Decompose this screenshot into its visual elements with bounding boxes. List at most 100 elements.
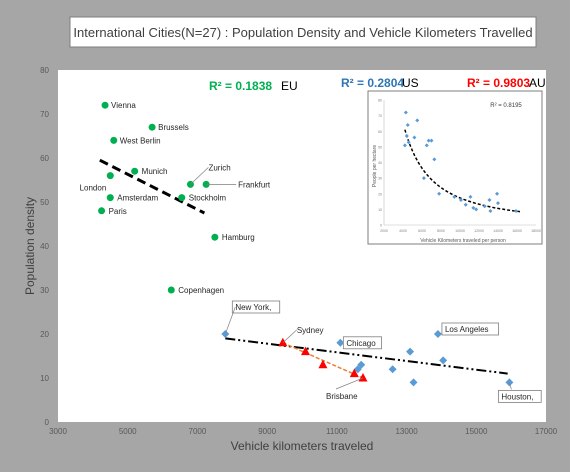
inset-data-point (424, 143, 429, 148)
inset-data-point (432, 157, 437, 162)
inset-data-point (482, 204, 487, 209)
inset-y-tick-label: 40 (378, 161, 382, 165)
point-label: Munich (142, 167, 168, 176)
r2-label-au: R² = 0.9803 (467, 76, 530, 90)
data-point-eu (178, 194, 186, 202)
inset-data-point (471, 205, 476, 210)
inset-data-point (403, 110, 408, 115)
inset-x-tick-label: 10000 (455, 229, 465, 233)
data-point-eu (148, 123, 156, 131)
point-label: Paris (109, 207, 127, 216)
trendline-us (225, 337, 508, 375)
inset-y-tick-label: 20 (378, 192, 382, 196)
region-label-us: US (402, 76, 419, 90)
title-box (69, 16, 537, 48)
inset-y-tick-label: 0 (380, 224, 382, 228)
data-point-eu (167, 286, 175, 294)
inset-data-point (421, 176, 426, 181)
inset-y-tick-label: 30 (378, 177, 382, 181)
point-label: Brussels (158, 123, 189, 132)
inset-y-tick-label: 60 (378, 130, 382, 134)
data-point-us (439, 356, 448, 365)
data-point-us (336, 338, 345, 347)
label-callout-box (441, 322, 499, 336)
inset-data-point (463, 202, 468, 207)
data-point-eu (101, 101, 109, 109)
y-tick-label: 80 (40, 66, 49, 75)
inset-y-tick-label: 80 (378, 99, 382, 103)
inset-data-point (487, 198, 492, 202)
data-point-eu (98, 207, 106, 215)
data-point-eu (211, 233, 219, 241)
data-point-us (433, 330, 442, 338)
data-point-au (300, 346, 310, 356)
inset-x-tick-label: 14000 (493, 229, 503, 233)
inset-data-point (426, 138, 431, 143)
point-label: Vienna (111, 101, 136, 110)
point-label: Zurich (208, 163, 230, 172)
inset-x-tick-label: 8000 (437, 229, 445, 233)
inset-axes: 2000 4000 6000 8000 10000 12000 14000 16000 1800… (378, 99, 541, 234)
label-callout-box (497, 389, 542, 403)
data-point-eu (131, 167, 139, 175)
x-tick-label: 15000 (465, 427, 488, 436)
r2-label-eu: R² = 0.1838 (209, 79, 272, 93)
main-axes: 3000 5000 7000 9000 11000 13000 15000 170000102… (40, 66, 558, 436)
inset-data-point (468, 194, 473, 199)
data-point-au (349, 368, 359, 378)
point-label: Brisbane (326, 392, 358, 401)
inset-data-point (415, 118, 420, 123)
region-label-au: AU (529, 76, 546, 90)
x-tick-label: 9000 (258, 427, 276, 436)
label-leader-line (282, 329, 298, 344)
inset-data-point (514, 208, 519, 213)
data-point-au (318, 359, 328, 369)
x-tick-label: 13000 (395, 427, 418, 436)
y-tick-label: 40 (40, 242, 49, 251)
y-tick-label: 20 (40, 330, 49, 339)
y-tick-label: 10 (40, 374, 49, 383)
point-label: Houston, (501, 392, 533, 401)
y-tick-label: 30 (40, 286, 49, 295)
inset-chart: 2000 4000 6000 8000 10000 12000 14000 16000 1800… (367, 90, 543, 245)
inset-trend-curve (404, 129, 521, 213)
inset-data-point (412, 135, 417, 140)
label-callout-box (231, 300, 281, 314)
label-leader-line (190, 167, 209, 185)
x-tick-label: 11000 (326, 427, 348, 436)
data-point-us (406, 347, 415, 356)
point-label: New York, (235, 303, 271, 312)
inset-y-tick-label: 70 (378, 114, 382, 118)
y-tick-label: 70 (40, 110, 49, 119)
inset-y-tick-label: 10 (378, 208, 382, 212)
data-point-au (358, 373, 368, 382)
trendline-eu (99, 158, 206, 215)
inset-data-point (402, 143, 407, 148)
inset-data-point (452, 194, 457, 199)
point-label: Chicago (346, 339, 376, 348)
inset-r2-label: R² = 0.8195 (490, 103, 522, 109)
data-point-eu (110, 136, 118, 144)
label-leader-line (224, 306, 236, 335)
inset-data-point (496, 201, 500, 206)
point-label: London (80, 184, 107, 193)
point-label: Amsterdam (117, 194, 158, 203)
y-tick-label: 0 (45, 418, 50, 427)
data-point-eu (106, 172, 114, 180)
inset-frame (367, 90, 543, 245)
y-tick-label: 60 (40, 154, 49, 163)
r2-labels: R² = 0.1838 EU R² = 0.2804 US R² = 0.980… (209, 76, 546, 93)
inset-data-point (406, 140, 411, 145)
inset-x-tick-label: 6000 (418, 229, 426, 233)
inset-x-tick-label: 4000 (399, 229, 407, 233)
label-leader-line (509, 382, 512, 390)
y-axis-title: Population density (23, 197, 37, 295)
data-point-us (388, 365, 397, 374)
inset-points (402, 110, 519, 213)
point-label: Sydney (297, 326, 324, 335)
inset-data-point (488, 208, 493, 213)
label-leader-line (335, 377, 364, 390)
x-tick-label: 3000 (49, 427, 67, 436)
inset-x-tick-label: 18000 (531, 229, 541, 233)
